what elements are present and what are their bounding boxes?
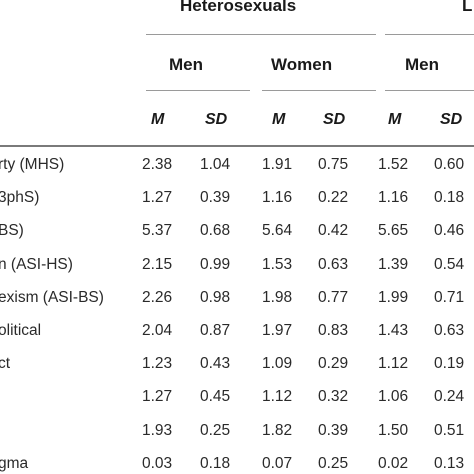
table-cell: 5.65 bbox=[378, 222, 409, 239]
subheader-men-2: Men bbox=[405, 55, 439, 74]
table-cell: 2.15 bbox=[142, 256, 173, 273]
table-cell: 1.12 bbox=[378, 355, 409, 372]
table-cell: 0.13 bbox=[434, 455, 465, 472]
table-cell: 0.60 bbox=[434, 156, 465, 173]
header-bottom-rule bbox=[0, 145, 474, 147]
subheader-women: Women bbox=[271, 55, 333, 74]
subgroup-rule-men-2 bbox=[385, 90, 474, 91]
table-cell: 0.24 bbox=[434, 388, 465, 405]
table-cell: 0.42 bbox=[318, 222, 349, 239]
stat-header-sd-1: SD bbox=[205, 111, 228, 128]
table-cell: 0.68 bbox=[200, 222, 231, 239]
table-cell: 1.82 bbox=[262, 422, 293, 439]
stat-header-sd-3: SD bbox=[440, 111, 463, 128]
table-cell: 1.50 bbox=[378, 422, 409, 439]
table-cell: 2.38 bbox=[142, 156, 173, 173]
table-cell: 1.43 bbox=[378, 322, 409, 339]
row-label: BS) bbox=[0, 222, 24, 239]
table-cell: 0.07 bbox=[262, 455, 293, 472]
row-label: ct bbox=[0, 355, 11, 372]
table-cell: 1.06 bbox=[378, 388, 409, 405]
table-cell: 0.03 bbox=[142, 455, 173, 472]
table-cell: 0.75 bbox=[318, 156, 349, 173]
table-cell: 1.23 bbox=[142, 355, 173, 372]
row-label: olitical bbox=[0, 322, 42, 339]
table-cell: 0.25 bbox=[318, 455, 349, 472]
row-label: 3phS) bbox=[0, 189, 40, 206]
row-label: n (ASI-HS) bbox=[0, 256, 73, 273]
group-rule-second-group bbox=[385, 34, 474, 35]
table-cell: 0.43 bbox=[200, 355, 231, 372]
table-cell: 0.39 bbox=[318, 422, 349, 439]
group-header-heterosexuals: Heterosexuals bbox=[180, 0, 297, 15]
table-cell: 0.71 bbox=[434, 289, 465, 306]
table-cell: 2.04 bbox=[142, 322, 173, 339]
table-cell: 1.99 bbox=[378, 289, 409, 306]
stat-header-sd-2: SD bbox=[323, 111, 346, 128]
table-cell: 1.91 bbox=[262, 156, 293, 173]
group-rule-heterosexuals bbox=[146, 34, 376, 35]
table-cell: 0.77 bbox=[318, 289, 349, 306]
table-cell: 1.16 bbox=[262, 189, 293, 206]
table-cell: 0.02 bbox=[378, 455, 409, 472]
table-cell: 1.53 bbox=[262, 256, 293, 273]
table-cell: 0.63 bbox=[434, 322, 465, 339]
stat-header-m-2: M bbox=[272, 111, 286, 128]
table-cell: 0.98 bbox=[200, 289, 231, 306]
stat-header-m-3: M bbox=[388, 111, 402, 128]
table-cell: 1.97 bbox=[262, 322, 293, 339]
table-cell: 0.19 bbox=[434, 355, 465, 372]
table-cell: 0.54 bbox=[434, 256, 465, 273]
table-cell: 0.22 bbox=[318, 189, 349, 206]
subgroup-rule-women bbox=[262, 90, 376, 91]
table-cell: 0.99 bbox=[200, 256, 231, 273]
table-cell: 0.39 bbox=[200, 189, 231, 206]
table-cell: 2.26 bbox=[142, 289, 173, 306]
table-cell: 1.27 bbox=[142, 189, 173, 206]
table-cell: 1.52 bbox=[378, 156, 409, 173]
table-cell: 0.51 bbox=[434, 422, 465, 439]
table-cell: 0.87 bbox=[200, 322, 231, 339]
table-cell: 0.63 bbox=[318, 256, 349, 273]
row-label: gma bbox=[0, 455, 29, 472]
table-cell: 1.04 bbox=[200, 156, 231, 173]
subgroup-rule-men bbox=[146, 90, 250, 91]
table-cell: 1.12 bbox=[262, 388, 293, 405]
table-cell: 0.18 bbox=[200, 455, 231, 472]
table-cell: 0.32 bbox=[318, 388, 349, 405]
table-cell: 5.64 bbox=[262, 222, 293, 239]
table-cell: 0.46 bbox=[434, 222, 465, 239]
table-cell: 1.93 bbox=[142, 422, 173, 439]
table-cell: 1.16 bbox=[378, 189, 409, 206]
table-cell: 1.09 bbox=[262, 355, 293, 372]
stat-header-m-1: M bbox=[151, 111, 165, 128]
table-cell: 0.25 bbox=[200, 422, 231, 439]
row-label: rty (MHS) bbox=[0, 156, 65, 173]
table-cell: 5.37 bbox=[142, 222, 173, 239]
table-cell: 0.45 bbox=[200, 388, 231, 405]
table-cell: 0.18 bbox=[434, 189, 465, 206]
group-header-lesbian-gay-truncated: L bbox=[462, 0, 473, 15]
subheader-men: Men bbox=[169, 55, 203, 74]
row-label: exism (ASI-BS) bbox=[0, 289, 104, 306]
table-cell: 0.83 bbox=[318, 322, 349, 339]
table-cell: 1.98 bbox=[262, 289, 293, 306]
table-cell: 0.29 bbox=[318, 355, 349, 372]
table-cell: 1.39 bbox=[378, 256, 409, 273]
table-cell: 1.27 bbox=[142, 388, 173, 405]
